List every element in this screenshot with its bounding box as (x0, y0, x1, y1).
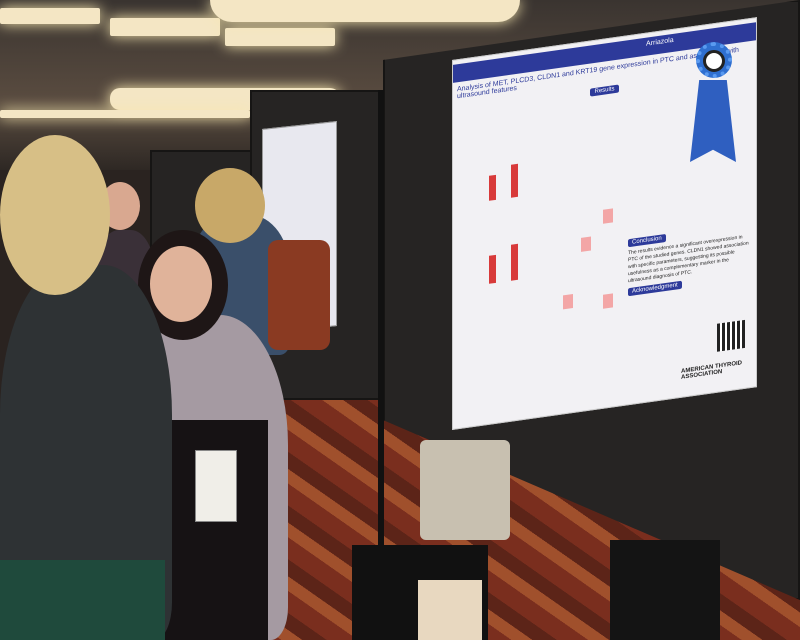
ceiling-light (225, 28, 335, 46)
table-cell (563, 293, 573, 310)
qr-code (717, 319, 745, 352)
green-pants (0, 560, 165, 640)
ceiling-light (0, 110, 250, 118)
ribbon-center (703, 50, 725, 72)
table-cell (603, 293, 613, 309)
chart-bar (511, 243, 518, 281)
ribbon-tail (690, 80, 736, 162)
person-shoes (610, 540, 720, 640)
person-legs-khaki (420, 440, 510, 540)
person-blonde-hair (195, 168, 265, 243)
face (150, 246, 212, 322)
table-cell (603, 208, 613, 224)
award-ribbon (688, 42, 738, 162)
chart-bar (489, 174, 496, 201)
section-acknowledgment: Acknowledgment (628, 280, 682, 297)
name-badge (195, 450, 237, 522)
ceiling-light (110, 18, 220, 36)
ceiling-light (0, 8, 100, 24)
gift-bag (418, 580, 482, 640)
brown-handbag (268, 240, 330, 350)
chandelier (210, 0, 520, 22)
blonde-hair (0, 135, 110, 295)
ata-logo-text: AMERICAN THYROID ASSOCIATION (681, 360, 742, 381)
ribbon-rosette (696, 42, 732, 78)
table-cell (581, 236, 591, 252)
board-post (378, 90, 384, 620)
chart-bar (511, 163, 518, 198)
section-results: Results (590, 84, 619, 97)
chart-bar (489, 254, 496, 284)
